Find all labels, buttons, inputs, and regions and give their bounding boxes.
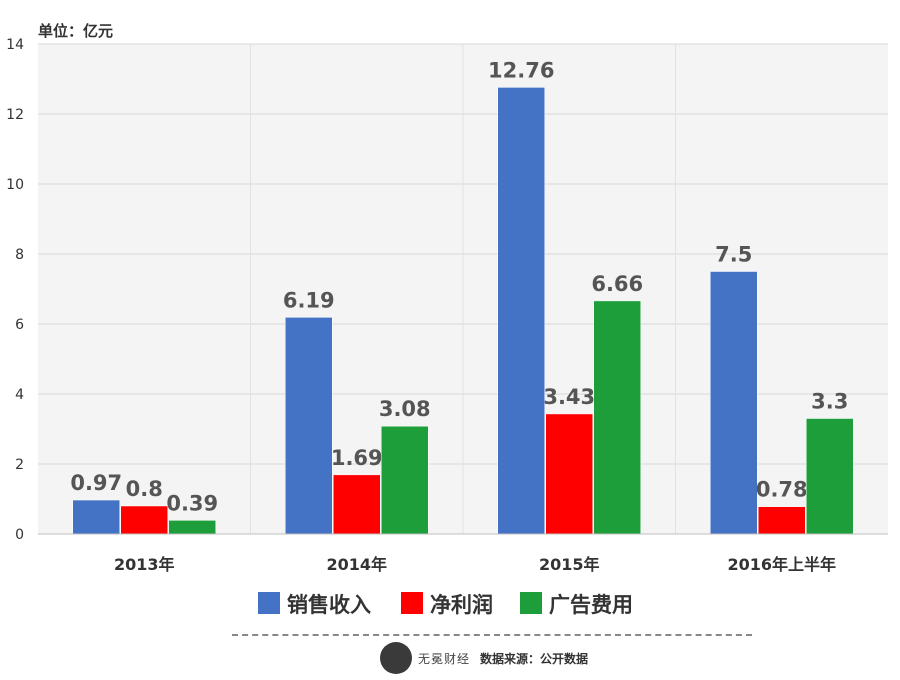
legend-label: 净利润 <box>430 593 493 617</box>
y-tick-label: 14 <box>6 37 24 53</box>
x-tick-label: 2014年 <box>326 555 387 574</box>
y-tick-label: 6 <box>15 317 24 333</box>
bar <box>497 87 545 535</box>
y-tick-label: 0 <box>15 527 24 543</box>
bar <box>72 499 120 535</box>
y-tick-label: 2 <box>15 457 24 473</box>
legend-swatch <box>258 592 280 614</box>
data-label: 3.3 <box>811 390 848 414</box>
brand-logo-icon <box>380 642 412 674</box>
footer-divider <box>232 634 752 636</box>
bar <box>593 300 641 535</box>
y-tick-label: 12 <box>6 107 24 123</box>
footer-source: 数据来源：公开数据 <box>480 652 589 666</box>
data-label: 6.66 <box>591 272 643 296</box>
bar <box>758 506 806 535</box>
unit-label: 单位：亿元 <box>38 22 114 40</box>
data-label: 0.8 <box>126 477 163 501</box>
data-label: 3.08 <box>379 397 431 421</box>
data-label: 12.76 <box>488 58 554 82</box>
legend-swatch <box>401 592 423 614</box>
legend-swatch <box>520 592 542 614</box>
bar <box>120 505 168 535</box>
data-label: 1.69 <box>331 446 383 470</box>
x-tick-label: 2015年 <box>539 555 600 574</box>
footer-brand: 无冕财经 <box>418 652 471 666</box>
data-label: 0.39 <box>166 491 218 515</box>
footer: 无冕财经 数据来源：公开数据 <box>0 634 900 680</box>
legend-label: 销售收入 <box>287 593 371 617</box>
data-label: 0.78 <box>756 478 808 502</box>
bar <box>285 317 333 535</box>
data-label: 0.97 <box>70 471 122 495</box>
x-tick-label: 2016年上半年 <box>727 555 836 574</box>
bar <box>168 520 216 535</box>
data-label: 3.43 <box>543 385 595 409</box>
bar <box>806 418 854 535</box>
data-label: 7.5 <box>715 243 752 267</box>
bar <box>333 474 381 535</box>
data-label: 6.19 <box>283 288 335 312</box>
y-tick-label: 8 <box>15 247 24 263</box>
bar <box>545 413 593 535</box>
x-tick-label: 2013年 <box>114 555 175 574</box>
bar <box>381 425 429 535</box>
legend-label: 广告费用 <box>549 593 633 617</box>
y-tick-label: 10 <box>6 177 24 193</box>
bar <box>710 271 758 535</box>
y-tick-label: 4 <box>15 387 24 403</box>
